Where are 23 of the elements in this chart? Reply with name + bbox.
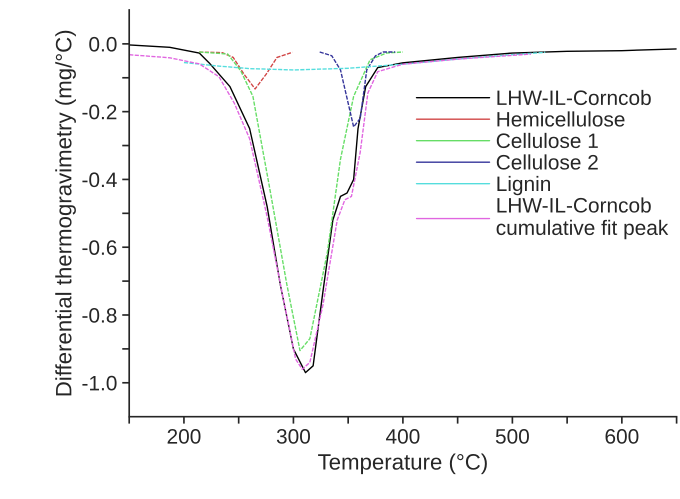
line-series	[183, 52, 546, 71]
y-tick-label: -0.8	[82, 308, 116, 323]
line-series	[319, 51, 396, 128]
x-axis-title: Temperature (°C)	[318, 453, 487, 474]
line-series	[198, 51, 404, 352]
legend-label: Cellulose 2	[496, 154, 598, 170]
x-tick-label: 200	[168, 429, 201, 444]
legend-label: Cellulose 1	[496, 132, 598, 148]
x-tick-label: 600	[606, 429, 638, 444]
y-axis-title: Differential thermogravimetry (mg/°C)	[55, 30, 76, 396]
y-tick-label: -1.0	[82, 376, 117, 391]
x-tick-label: 300	[276, 429, 310, 444]
legend-label: Hemicellulose	[497, 111, 624, 127]
y-tick-label: -0.4	[82, 172, 117, 188]
y-tick-label: -0.2	[82, 104, 116, 120]
legend-label: LHW-IL-Corncob	[497, 90, 651, 106]
x-tick-label: 500	[496, 429, 529, 444]
y-tick-label: 0.0	[89, 36, 117, 52]
x-tick-label: 400	[386, 429, 420, 444]
legend-label: Lignin	[497, 176, 550, 196]
y-tick-label: -0.6	[82, 240, 116, 255]
legend-label: LHW-IL-Corncob cumulative fit peak	[496, 197, 668, 240]
line-series	[129, 44, 677, 374]
